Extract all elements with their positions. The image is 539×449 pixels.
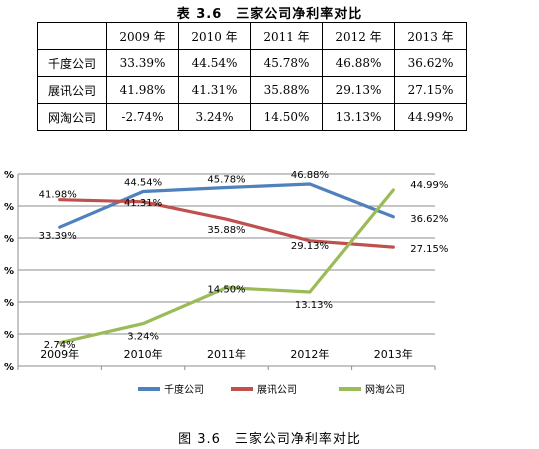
net-margin-table: 2009 年 2010 年 2011 年 2012 年 2013 年 千度公司 …: [37, 22, 467, 131]
table-row: 千度公司 33.39% 44.54% 45.78% 46.88% 36.62%: [37, 49, 467, 77]
row-label: 网淘公司: [37, 103, 107, 131]
table-cell: 44.54%: [178, 49, 251, 77]
table-cell: 44.99%: [394, 103, 467, 131]
net-margin-line-chart: %%%%%%% 2009年 2010年 2011年 2012年 2013年 33.39% 44…: [4, 170, 448, 396]
table-cell: 29.13%: [322, 76, 395, 104]
y-tick-label: %: [4, 202, 14, 213]
table-header-cell: 2012 年: [322, 22, 395, 50]
table-cell: 35.88%: [250, 76, 323, 104]
y-tick-label: %: [4, 266, 14, 277]
data-label: 36.62%: [410, 214, 448, 225]
table-cell: 41.98%: [106, 76, 179, 104]
table-header-cell: 2009 年: [106, 22, 179, 50]
legend-label: 千度公司: [164, 383, 204, 396]
row-label: 千度公司: [37, 49, 107, 77]
data-label: 13.13%: [295, 300, 333, 311]
data-label: 3.24%: [127, 332, 159, 343]
y-tick-label: %: [4, 298, 14, 309]
table-cell: 27.15%: [394, 76, 467, 104]
table-header-cell: 2013 年: [394, 22, 467, 50]
y-tick-label: %: [4, 330, 14, 341]
data-label: 35.88%: [207, 225, 245, 236]
data-label: 27.15%: [410, 244, 448, 255]
data-label: 33.39%: [39, 231, 77, 242]
data-label: 45.78%: [207, 175, 245, 186]
data-label: 44.99%: [410, 180, 448, 191]
table-cell: 33.39%: [106, 49, 179, 77]
x-tick-label: 2009年: [40, 347, 79, 361]
table-cell: 46.88%: [322, 49, 395, 77]
data-label: 41.98%: [39, 190, 77, 201]
table-cell: 41.31%: [178, 76, 251, 104]
y-tick-label: %: [4, 234, 14, 245]
table-cell: 45.78%: [250, 49, 323, 77]
table-header-cell: [37, 22, 107, 50]
legend-label: 网淘公司: [365, 383, 405, 396]
x-tick-label: 2011年: [207, 347, 246, 361]
data-label: 44.54%: [124, 177, 162, 188]
table-cell: 36.62%: [394, 49, 467, 77]
table-row: 网淘公司 -2.74% 3.24% 14.50% 13.13% 44.99%: [37, 103, 467, 131]
table-row: 展讯公司 41.98% 41.31% 35.88% 29.13% 27.15%: [37, 76, 467, 104]
legend-label: 展讯公司: [257, 384, 297, 396]
data-label: 29.13%: [291, 241, 329, 252]
x-tick-label: 2012年: [290, 347, 329, 361]
figure-caption: 图 3.6 三家公司净利率对比: [178, 432, 361, 447]
table-cell: -2.74%: [106, 103, 179, 131]
series-line: [58, 198, 395, 249]
table-header-row: 2009 年 2010 年 2011 年 2012 年 2013 年: [37, 22, 467, 50]
series-line: [58, 188, 395, 345]
table-cell: 13.13%: [322, 103, 395, 131]
table-cell: 14.50%: [250, 103, 323, 131]
table-cell: 3.24%: [178, 103, 251, 131]
table-header-cell: 2010 年: [178, 22, 251, 50]
y-tick-label: %: [4, 362, 14, 373]
data-label: 41.31%: [124, 198, 162, 209]
y-tick-label: %: [4, 170, 14, 181]
table-title: 表 3.6 三家公司净利率对比: [176, 7, 363, 22]
data-label: 2.74%: [44, 340, 76, 351]
data-label: 14.50%: [207, 285, 245, 296]
table-header-cell: 2011 年: [250, 22, 323, 50]
x-tick-label: 2010年: [124, 347, 163, 361]
data-label: 46.88%: [291, 170, 329, 181]
x-tick-label: 2013年: [374, 347, 413, 361]
row-label: 展讯公司: [37, 76, 107, 104]
series-line: [58, 182, 395, 229]
